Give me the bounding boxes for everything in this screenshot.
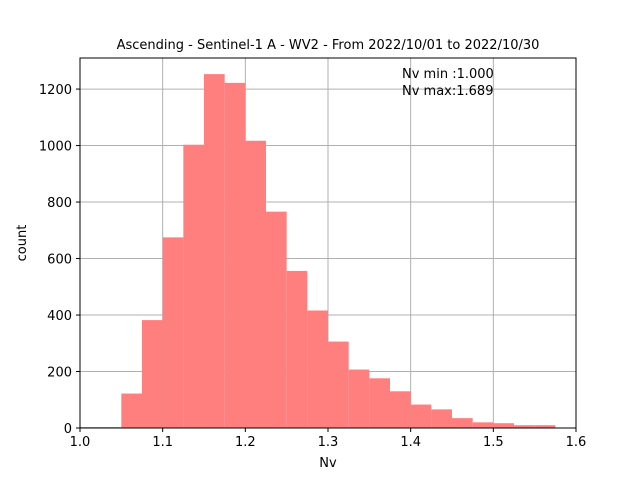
x-tick-label-0: 1.0 xyxy=(70,435,91,450)
y-tick-label-2: 400 xyxy=(47,309,72,324)
histogram-bar-16 xyxy=(410,404,432,428)
histogram-bar-17 xyxy=(431,409,452,428)
y-tick-label-0: 0 xyxy=(64,422,72,437)
x-tick-label-4: 1.4 xyxy=(400,435,421,450)
y-tick-label-1: 200 xyxy=(47,366,72,381)
histogram-bar-3 xyxy=(142,320,163,428)
histogram-bar-5 xyxy=(183,144,204,428)
bars-layer xyxy=(80,74,556,428)
histogram-bar-18 xyxy=(452,418,473,428)
x-tick-label-1: 1.1 xyxy=(152,435,173,450)
x-tick-label-2: 1.2 xyxy=(235,435,256,450)
histogram-bar-9 xyxy=(266,211,287,428)
histogram-bar-12 xyxy=(328,341,349,428)
histogram-bar-8 xyxy=(245,140,266,428)
histogram-bar-4 xyxy=(162,237,184,428)
x-tick-label-6: 1.6 xyxy=(566,435,587,450)
histogram-bar-2 xyxy=(121,393,142,428)
x-axis-label: Nv xyxy=(319,456,337,471)
y-axis-label: count xyxy=(15,225,30,262)
histogram-bar-11 xyxy=(307,310,328,428)
ticks-layer: 1.0 1.1 1.2 1.3 1.4 1.5 1.6 0 200 400 600 800 1000 12… xyxy=(39,83,586,450)
histogram-bar-13 xyxy=(348,369,370,428)
histogram-bar-6 xyxy=(204,74,225,428)
histogram-bar-7 xyxy=(224,82,246,428)
histogram-bar-14 xyxy=(369,378,390,428)
y-tick-label-3: 600 xyxy=(47,253,72,268)
histogram-bar-15 xyxy=(390,391,411,428)
annotation-nv-min: Nv min :1.000 xyxy=(402,67,494,82)
histogram-bar-22 xyxy=(534,425,556,428)
histogram-bar-10 xyxy=(286,270,308,428)
y-tick-label-5: 1000 xyxy=(39,140,72,155)
y-tick-label-4: 800 xyxy=(47,196,72,211)
histogram-bar-21 xyxy=(514,425,535,428)
annotation-nv-max: Nv max:1.689 xyxy=(402,84,493,99)
y-tick-label-6: 1200 xyxy=(39,83,72,98)
x-tick-label-5: 1.5 xyxy=(483,435,504,450)
histogram-bar-19 xyxy=(472,422,494,428)
x-tick-label-3: 1.3 xyxy=(318,435,339,450)
histogram-bar-20 xyxy=(493,423,514,428)
chart-title: Ascending - Sentinel-1 A - WV2 - From 20… xyxy=(117,38,540,53)
